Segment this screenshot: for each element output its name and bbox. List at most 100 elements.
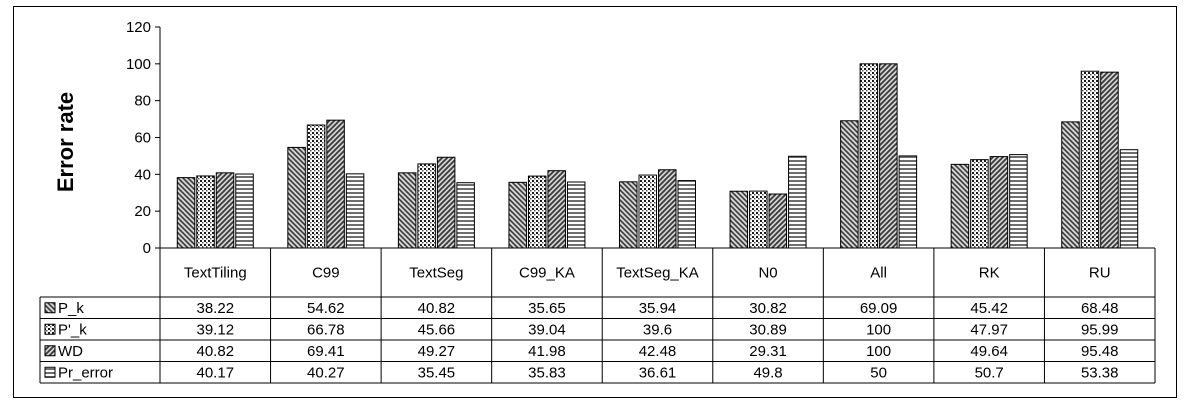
bar-pr-error-c99	[345, 173, 365, 249]
bar-wd-c99-ka	[547, 170, 566, 249]
table-cell: 29.31	[749, 343, 787, 360]
table-cell: 49.64	[970, 343, 1008, 360]
bar-p-k-rk	[970, 159, 989, 249]
table-cell: 35.83	[528, 364, 566, 381]
bar-wd-texttiling	[215, 172, 235, 249]
table-cell: 40.17	[197, 364, 235, 381]
bar-wd-n0	[768, 193, 788, 249]
bar-p-k-c99-ka	[508, 181, 527, 249]
bar-p-k-textseg-ka	[638, 174, 657, 249]
series-name: P'_k	[58, 321, 87, 338]
y-tick-label: 80	[134, 93, 151, 110]
series-name: Pr_error	[58, 364, 113, 381]
table-cell: 49.27	[418, 343, 456, 360]
bar-p-k-c99	[287, 146, 306, 249]
table-cell: 100	[866, 343, 891, 360]
series-name: P_k	[58, 300, 84, 317]
table-cell: 39.04	[528, 321, 566, 338]
table-cell: 69.41	[307, 343, 345, 360]
legend-key-p-k	[44, 323, 56, 335]
table-cell: 45.42	[970, 300, 1008, 317]
table-cell: 47.97	[970, 321, 1008, 338]
bar-p-k-textseg	[417, 163, 436, 249]
table-cell: 42.48	[639, 343, 677, 360]
y-tick-label: 40	[134, 166, 151, 183]
bar-p-k-n0	[729, 190, 749, 249]
table-cell: 35.94	[639, 300, 677, 317]
bar-wd-rk	[989, 156, 1009, 249]
table-cell: 39.6	[643, 321, 672, 338]
bar-wd-ru	[1100, 71, 1119, 249]
bar-p-k-all	[859, 63, 879, 249]
y-tick-label: 0	[143, 240, 151, 257]
bars	[176, 63, 1139, 249]
table-cell: 53.38	[1081, 364, 1119, 381]
category-label: RK	[979, 265, 1000, 282]
bar-pr-error-ru	[1119, 149, 1139, 249]
bar-pr-error-textseg-ka	[677, 180, 696, 249]
bar-wd-c99	[326, 119, 345, 249]
bar-p-k-textseg	[397, 172, 417, 249]
bar-pr-error-texttiling	[235, 173, 254, 249]
category-label: All	[870, 265, 887, 282]
table-cell: 30.82	[749, 300, 787, 317]
bar-p-k-texttiling	[176, 177, 196, 249]
table-cell: 40.27	[307, 364, 345, 381]
bar-wd-textseg-ka	[658, 169, 677, 249]
table-cell: 45.66	[418, 321, 456, 338]
category-label: C99	[312, 265, 340, 282]
chart-border	[13, 6, 1177, 398]
table-cell: 36.61	[639, 364, 677, 381]
table-cell: 30.89	[749, 321, 787, 338]
table-cell: 40.82	[197, 343, 235, 360]
category-label: C99_KA	[519, 265, 575, 282]
bar-wd-textseg	[436, 156, 456, 249]
table-cell: 66.78	[307, 321, 345, 338]
table-cell: 50.7	[975, 364, 1004, 381]
bar-p-k-rk	[950, 163, 970, 249]
table-cell: 40.82	[418, 300, 456, 317]
table-cell: 49.8	[753, 364, 782, 381]
bar-p-k-c99	[306, 124, 326, 249]
bar-wd-all	[879, 63, 898, 249]
table-cell: 39.12	[197, 321, 235, 338]
table-cell: 68.48	[1081, 300, 1119, 317]
table-cell: 100	[866, 321, 891, 338]
legend-key-p-k	[44, 302, 56, 314]
y-tick-label: 20	[134, 203, 151, 220]
y-tick-label: 120	[126, 19, 151, 36]
bar-p-k-c99-ka	[527, 175, 547, 249]
bar-p-k-textseg-ka	[619, 181, 638, 249]
bar-pr-error-all	[898, 155, 918, 249]
bar-p-k-ru	[1061, 121, 1080, 249]
category-label: TextSeg_KA	[616, 265, 699, 282]
table-cell: 69.09	[860, 300, 898, 317]
table-cell: 95.99	[1081, 321, 1119, 338]
bar-pr-error-c99-ka	[566, 181, 586, 249]
table-cell: 38.22	[197, 300, 235, 317]
table-cell: 54.62	[307, 300, 345, 317]
category-label: TextTiling	[184, 265, 247, 282]
category-label: RU	[1089, 265, 1111, 282]
bar-p-k-ru	[1080, 70, 1100, 249]
y-tick-label: 100	[126, 56, 151, 73]
legend-key-wd	[44, 345, 56, 357]
bar-pr-error-n0	[788, 155, 807, 249]
bar-pr-error-textseg	[456, 182, 475, 249]
y-axis-ticks: 0 20 40 60 80 100 120	[126, 19, 161, 257]
bar-p-k-texttiling	[196, 175, 215, 249]
series-name: WD	[58, 343, 83, 360]
data-table: TextTiling C99 TextSeg C99_KA TextSeg_KA N0 Al…	[39, 247, 1156, 384]
table-cell: 95.48	[1081, 343, 1119, 360]
bar-p-k-n0	[749, 190, 768, 249]
table-cell: 35.45	[418, 364, 456, 381]
bar-p-k-all	[840, 120, 859, 249]
category-label: N0	[758, 265, 777, 282]
y-tick-label: 60	[134, 130, 151, 147]
bar-pr-error-rk	[1009, 154, 1028, 249]
table-cell: 35.65	[528, 300, 566, 317]
table-cell: 41.98	[528, 343, 566, 360]
legend-key-pr-error	[44, 366, 56, 378]
y-axis-label: Error rate	[53, 92, 78, 192]
